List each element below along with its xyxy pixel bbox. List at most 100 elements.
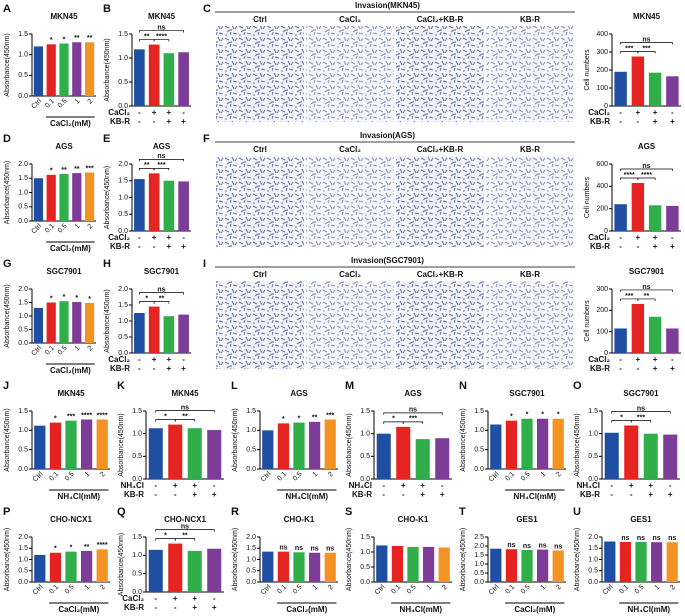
y-tick-label: 0.0	[132, 476, 142, 483]
chart-title: AGS	[153, 142, 171, 151]
significance: **	[144, 162, 150, 169]
y-tick-label: 0.0	[588, 579, 598, 586]
panel-letter: M	[345, 380, 354, 392]
x-tick-label: 0.1	[504, 584, 516, 596]
y-tick-label: 1.0	[18, 556, 28, 563]
y-tick-label: 1.0	[474, 427, 484, 434]
bar	[666, 76, 679, 106]
significance: ns	[507, 542, 515, 549]
chart-title: CHO-NCX1	[50, 515, 92, 524]
y-axis-label: Absorbance(450nm)	[4, 284, 11, 347]
row-sign: -	[138, 233, 141, 242]
row-sign: +	[648, 490, 653, 499]
panel-letter: A	[3, 3, 11, 15]
sig-bracket	[620, 289, 673, 292]
x-tick-label: 1	[654, 584, 662, 592]
panel-letter: H	[103, 258, 111, 270]
row-label: KB-R	[110, 364, 130, 373]
micrograph-title: Invasion(SGC7901)	[351, 256, 424, 265]
y-tick-label: 0.5	[18, 326, 28, 333]
x-tick-label: 2	[99, 584, 107, 592]
y-tick-label: 1.0	[588, 431, 598, 438]
y-tick-label: 1.0	[132, 431, 142, 438]
bar	[187, 550, 202, 592]
bar	[148, 306, 160, 353]
y-tick-label: 1.5	[588, 408, 598, 415]
y-tick-label: 1.5	[18, 31, 28, 38]
y-axis-label: Absorbance(450nm)	[460, 408, 467, 471]
row-sign: -	[619, 242, 622, 251]
y-tick-label: 200	[596, 206, 608, 213]
bar	[148, 549, 163, 592]
significance: ns	[181, 523, 189, 530]
bar	[552, 418, 564, 469]
bar	[308, 552, 321, 582]
row-sign: -	[619, 108, 622, 117]
y-tick-label: 1.0	[132, 552, 142, 559]
chart-title: MKN45	[50, 12, 78, 21]
y-tick-label: 1.0	[118, 318, 128, 325]
bar	[134, 49, 145, 106]
row-sign: -	[619, 117, 622, 126]
significance: *	[54, 415, 57, 422]
y-tick-label: 200	[596, 67, 608, 74]
y-tick-label: 0	[604, 228, 608, 235]
significance: ns	[326, 546, 334, 553]
row-sign: -	[138, 355, 141, 364]
x-tick-label: 2	[99, 471, 107, 479]
x-tick-label: 1	[312, 471, 320, 479]
micrograph-label: CaCl₂	[339, 270, 361, 279]
x-tick-label: Ctrl	[30, 222, 43, 235]
significance: ***	[86, 165, 94, 172]
bar	[59, 43, 69, 96]
micrograph	[486, 26, 574, 122]
y-tick-label: 0.5	[18, 447, 28, 454]
bar	[262, 551, 274, 582]
y-tick-label: 2.0	[18, 286, 28, 293]
significance: *	[164, 532, 167, 539]
bar	[49, 422, 62, 469]
bar	[84, 42, 95, 96]
panel-letter: L	[231, 380, 238, 392]
row-sign: -	[619, 233, 622, 242]
significance: *	[164, 413, 167, 420]
bar	[33, 46, 44, 96]
bar	[46, 174, 56, 221]
bar	[207, 430, 222, 479]
sig-bracket	[153, 168, 170, 171]
row-label: KB-R	[590, 117, 610, 126]
y-tick-label: 1.5	[118, 31, 128, 38]
x-tick-label: Ctrl	[374, 583, 387, 596]
bar	[324, 552, 336, 582]
chart-title: SGC7901	[46, 267, 82, 276]
y-tick-label: 300	[596, 49, 608, 56]
bar	[96, 549, 108, 582]
x-tick-label: 0.1	[44, 345, 56, 357]
significance: **	[159, 295, 165, 302]
significance: *	[75, 295, 78, 302]
y-axis-label: Absorbance(450nm)	[104, 289, 111, 352]
x-tick-label: 1	[84, 584, 92, 592]
y-tick-label: 0.5	[360, 453, 370, 460]
x-tick-label: 1	[540, 471, 548, 479]
panel-letter: N	[459, 380, 467, 392]
significance: ns	[554, 543, 562, 550]
bar	[163, 316, 175, 353]
row-sign: -	[671, 233, 674, 242]
row-label: KB-R	[352, 490, 372, 499]
x-tick-label: Ctrl	[260, 583, 273, 596]
bar	[648, 205, 662, 231]
x-axis-label: CaCl₂(mM)	[286, 605, 327, 614]
bar	[552, 550, 564, 582]
y-tick-label: 0.0	[132, 589, 142, 596]
x-tick-label: 0.5	[520, 471, 532, 483]
row-sign: -	[671, 355, 674, 364]
significance: ns	[637, 535, 645, 542]
y-tick-label: 1.0	[18, 427, 28, 434]
x-tick-label: 2	[87, 223, 95, 231]
x-tick-label: 2	[441, 584, 449, 592]
y-tick-label: 1.5	[132, 534, 142, 541]
micrograph-label: CaCl₂+KB-R	[417, 270, 464, 279]
x-tick-label: 1	[540, 584, 548, 592]
x-axis-label: CaCl₂(mM)	[50, 244, 91, 253]
